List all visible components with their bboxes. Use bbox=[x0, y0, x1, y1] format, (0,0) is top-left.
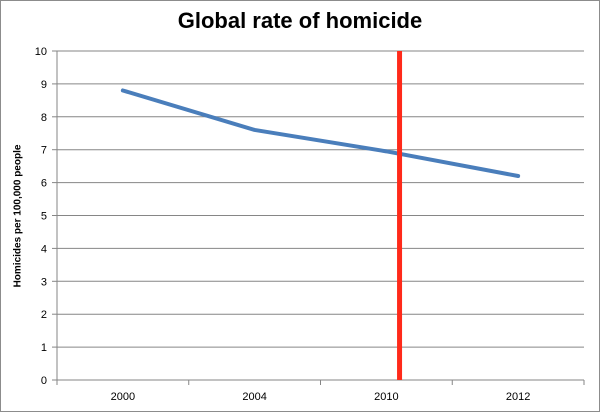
y-tick-label-10: 10 bbox=[35, 46, 47, 58]
chart-title: Global rate of homicide bbox=[177, 8, 423, 33]
y-tick-label-9: 9 bbox=[41, 79, 47, 91]
tick-labels: 0 1 2 3 4 5 6 7 8 9 10 2000 2004 2010 2012 bbox=[35, 46, 531, 403]
y-tick-label-3: 3 bbox=[41, 276, 47, 288]
y-tick-label-4: 4 bbox=[41, 243, 47, 255]
y-tick-label-5: 5 bbox=[41, 211, 47, 223]
series-line-0 bbox=[120, 88, 521, 179]
x-tick-label-2012: 2012 bbox=[506, 391, 530, 403]
y-tick-label-2: 2 bbox=[41, 309, 47, 321]
gridlines bbox=[57, 50, 584, 348]
x-tick-label-2004: 2004 bbox=[242, 391, 266, 403]
series-group bbox=[120, 88, 521, 179]
x-tick-label-2010: 2010 bbox=[374, 391, 398, 403]
y-tick-label-6: 6 bbox=[41, 178, 47, 190]
y-tick-label-7: 7 bbox=[41, 145, 47, 157]
y-tick-label-8: 8 bbox=[41, 112, 47, 124]
y-tick-label-0: 0 bbox=[41, 375, 47, 387]
axes bbox=[52, 50, 585, 385]
y-tick-label-1: 1 bbox=[41, 342, 47, 354]
x-tick-label-2000: 2000 bbox=[111, 391, 135, 403]
